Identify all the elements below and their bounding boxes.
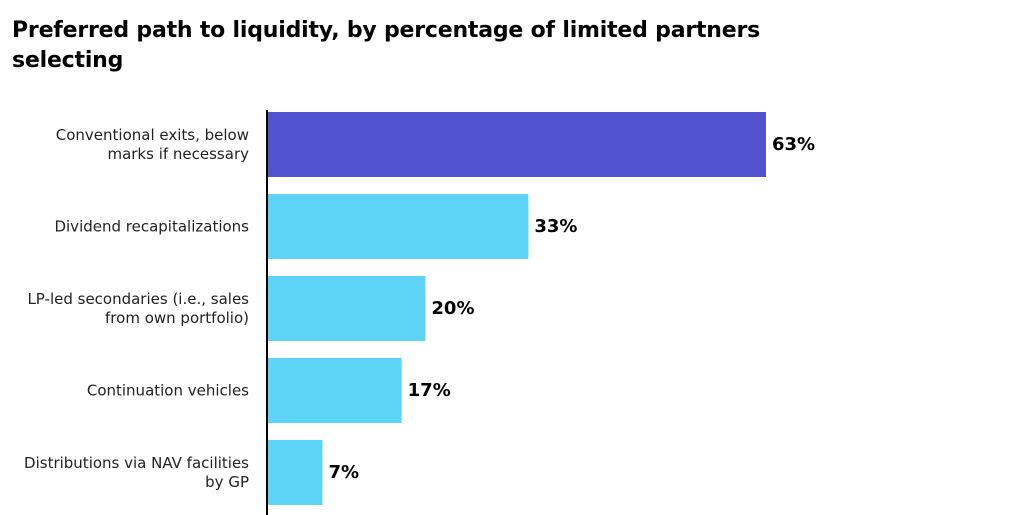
category-label-5: Distributions via NAV facilities by GP <box>24 454 249 491</box>
chart-title: Preferred path to liquidity, by percenta… <box>12 18 761 73</box>
value-label-4: 17% <box>408 380 451 401</box>
category-label-line: from own portfolio) <box>105 309 249 327</box>
value-label-5: 7% <box>328 462 359 483</box>
category-label-line: Conventional exits, below <box>56 126 249 144</box>
bar-2 <box>267 194 529 259</box>
bar-5 <box>267 440 323 505</box>
category-label-1: Conventional exits, below marks if necess… <box>56 126 249 163</box>
category-label-4: Continuation vehicles <box>87 382 249 400</box>
value-label-1: 63% <box>772 134 815 155</box>
category-label-line: LP-led secondaries (i.e., sales <box>27 290 249 308</box>
bar-1 <box>267 112 766 177</box>
bar-3 <box>267 276 426 341</box>
category-label-line: by GP <box>205 473 249 491</box>
category-label-3: LP-led secondaries (i.e., sales from own … <box>27 290 249 327</box>
category-label-line: Continuation vehicles <box>87 382 249 400</box>
bar-4 <box>267 358 402 423</box>
category-label-line: marks if necessary <box>107 145 249 163</box>
value-label-3: 20% <box>431 298 474 319</box>
category-label-line: Distributions via NAV facilities <box>24 454 249 472</box>
category-label-line: Dividend recapitalizations <box>54 218 249 236</box>
value-label-2: 33% <box>534 216 577 237</box>
category-label-2: Dividend recapitalizations <box>54 218 249 236</box>
